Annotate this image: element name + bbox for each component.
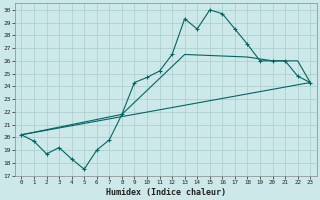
X-axis label: Humidex (Indice chaleur): Humidex (Indice chaleur) xyxy=(106,188,226,197)
